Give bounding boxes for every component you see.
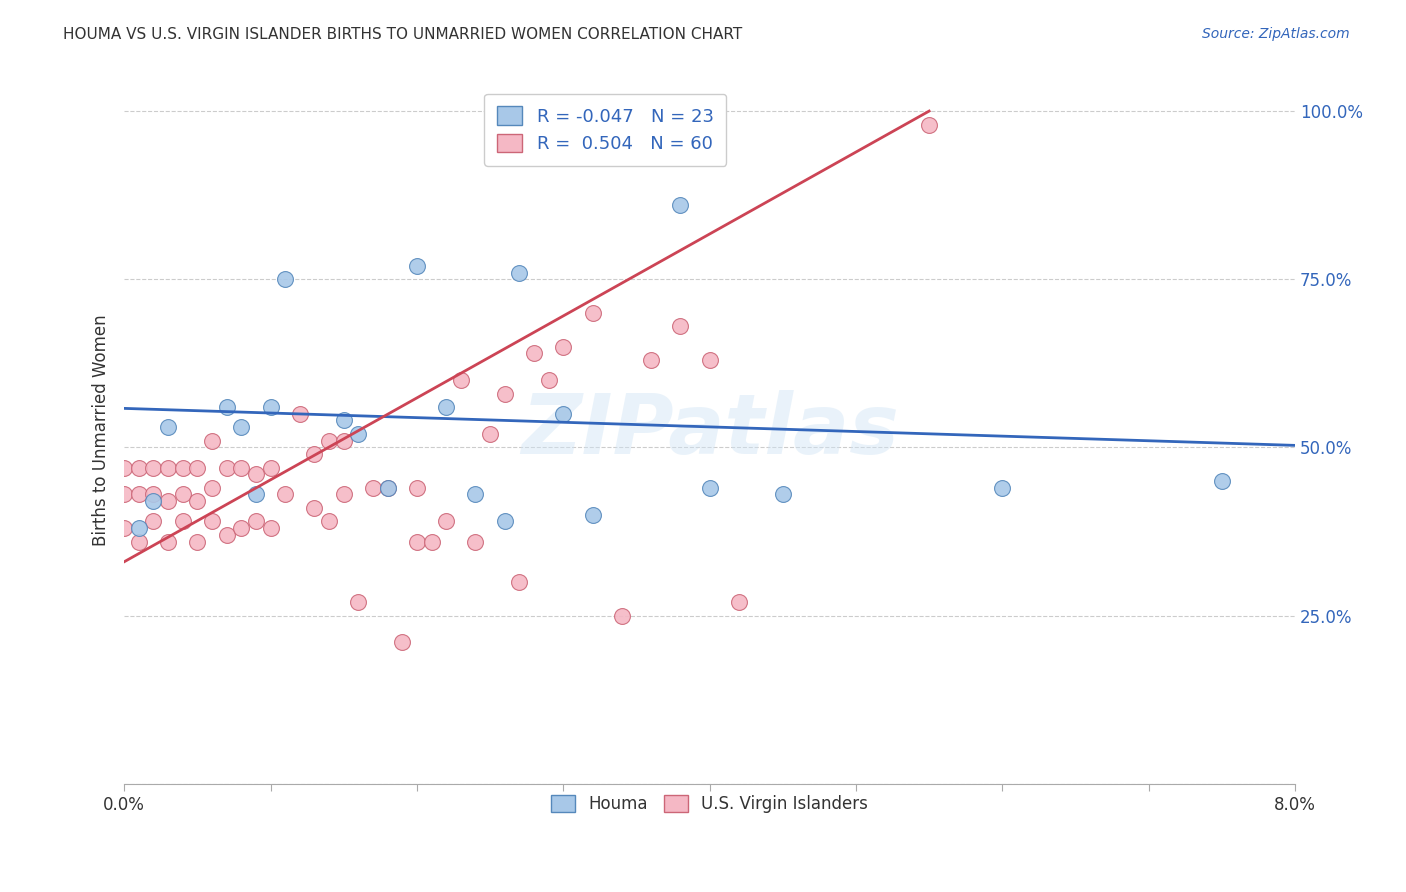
Point (347, 595, 370, 609)
Text: HOUMA VS U.S. VIRGIN ISLANDER BIRTHS TO UNMARRIED WOMEN CORRELATION CHART: HOUMA VS U.S. VIRGIN ISLANDER BIRTHS TO … (63, 27, 742, 42)
Point (377, 481, 399, 495)
Point (508, 574, 530, 589)
Point (304, 447, 326, 461)
Point (434, 515, 457, 529)
Point (172, 460, 194, 475)
Point (553, 407, 575, 421)
Point (259, 460, 281, 475)
Point (288, 407, 311, 421)
Point (699, 353, 721, 368)
Point (361, 481, 384, 495)
Point (245, 515, 267, 529)
Point (450, 373, 472, 387)
Point (772, 487, 794, 501)
Point (991, 481, 1014, 495)
Point (245, 467, 267, 482)
Point (215, 460, 238, 475)
Point (186, 534, 208, 549)
Point (157, 534, 180, 549)
Point (142, 460, 165, 475)
Point (274, 487, 297, 501)
Point (464, 487, 486, 501)
Point (231, 420, 253, 434)
Point (494, 515, 516, 529)
Point (128, 487, 150, 501)
Point (157, 420, 180, 434)
Point (332, 413, 354, 427)
Point (406, 534, 429, 549)
Point (128, 534, 150, 549)
Point (420, 534, 443, 549)
Point (669, 198, 692, 212)
Point (640, 353, 662, 368)
Y-axis label: Births to Unmarried Women: Births to Unmarried Women (93, 315, 110, 547)
Point (231, 460, 253, 475)
Point (391, 635, 413, 649)
Point (318, 434, 340, 448)
Point (112, 521, 135, 535)
Point (479, 426, 502, 441)
Point (332, 434, 354, 448)
Point (434, 400, 457, 414)
Point (523, 346, 546, 360)
Point (231, 521, 253, 535)
Legend: Houma, U.S. Virgin Islanders: Houma, U.S. Virgin Islanders (540, 783, 880, 825)
Point (553, 339, 575, 353)
Point (186, 494, 208, 508)
Point (201, 481, 224, 495)
Point (142, 515, 165, 529)
Point (201, 515, 224, 529)
Point (406, 259, 429, 273)
Point (377, 481, 399, 495)
Point (728, 595, 751, 609)
Point (1211, 474, 1233, 488)
Point (699, 481, 721, 495)
Point (610, 608, 633, 623)
Point (464, 534, 486, 549)
Point (215, 400, 238, 414)
Point (581, 508, 603, 522)
Point (112, 460, 135, 475)
Point (172, 487, 194, 501)
Text: Source: ZipAtlas.com: Source: ZipAtlas.com (1202, 27, 1350, 41)
Point (274, 272, 297, 286)
Point (172, 515, 194, 529)
Point (318, 515, 340, 529)
Point (347, 426, 370, 441)
Point (215, 528, 238, 542)
Point (918, 118, 941, 132)
Point (494, 386, 516, 401)
Point (201, 434, 224, 448)
Point (157, 460, 180, 475)
Point (508, 266, 530, 280)
Text: ZIPatlas: ZIPatlas (520, 390, 898, 471)
Point (332, 487, 354, 501)
Point (142, 487, 165, 501)
Point (304, 500, 326, 515)
Point (128, 521, 150, 535)
Point (406, 481, 429, 495)
Point (581, 306, 603, 320)
Point (259, 521, 281, 535)
Point (112, 487, 135, 501)
Point (157, 494, 180, 508)
Point (128, 460, 150, 475)
Point (245, 487, 267, 501)
Point (259, 400, 281, 414)
Point (142, 494, 165, 508)
Point (186, 460, 208, 475)
Point (537, 373, 560, 387)
Point (669, 319, 692, 334)
